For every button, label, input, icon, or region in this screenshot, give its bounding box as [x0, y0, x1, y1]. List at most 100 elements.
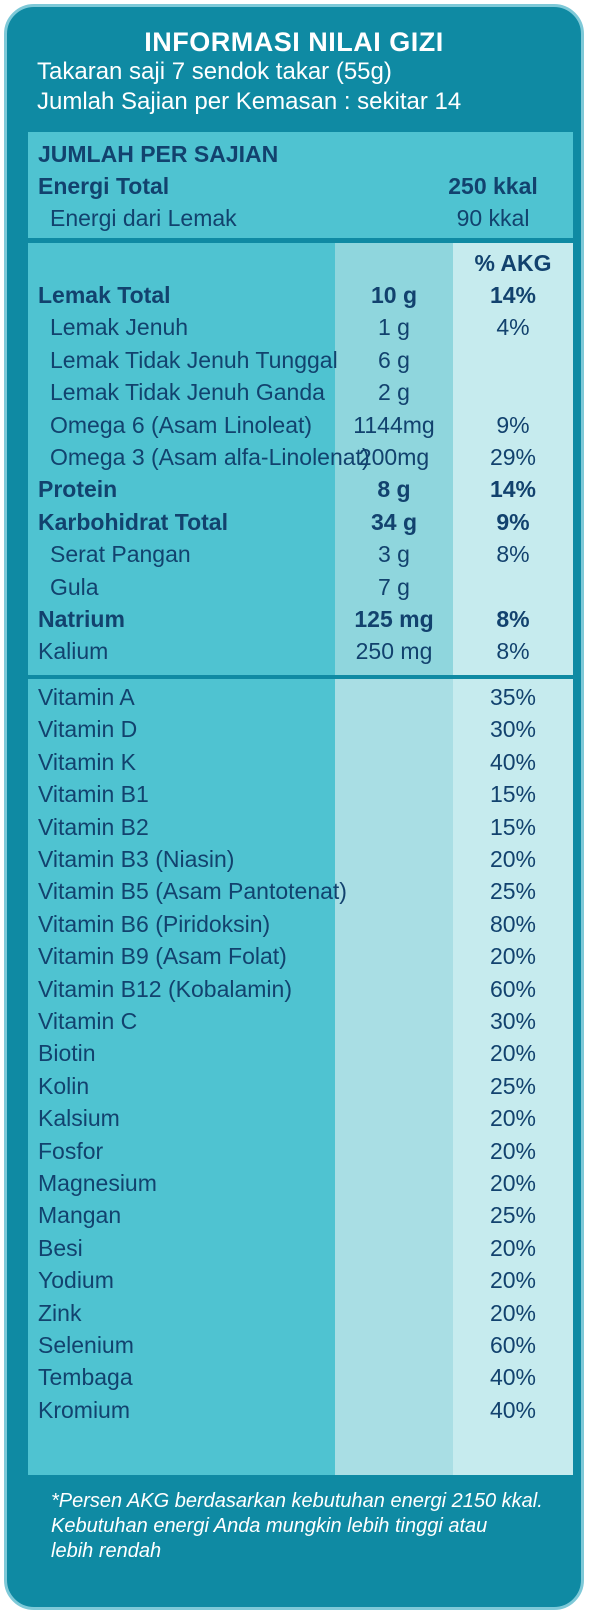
energy-fat-label: Energi dari Lemak: [50, 205, 237, 231]
footnote: *Persen AKG berdasarkan kebutuhan energi…: [51, 1489, 551, 1564]
vitamin-akg: 15%: [489, 781, 537, 808]
vitamin-name: Vitamin C: [38, 1008, 138, 1034]
vitamin-row: Kalsium 20%: [28, 1102, 573, 1134]
vitamin-akg: 60%: [489, 1332, 537, 1358]
nutrient-akg: 8%: [496, 606, 530, 632]
vitamin-name: Vitamin B2: [38, 813, 149, 840]
vitamin-row: Zink 20%: [28, 1297, 573, 1329]
vitamin-name: Kalsium: [38, 1105, 120, 1132]
vitamin-akg: 30%: [489, 1008, 537, 1034]
vitamin-akg: 20%: [489, 1299, 537, 1326]
nutrient-akg: 14%: [489, 476, 537, 503]
vitamin-name: Vitamin B3 (Niasin): [38, 846, 235, 872]
nutrient-amount: 10 g: [370, 282, 418, 308]
vitamin-row: Biotin 20%: [28, 1037, 573, 1069]
nutrient-row: Protein 8 g 14%: [28, 473, 573, 505]
vitamin-row: Vitamin B2 15%: [28, 811, 573, 843]
nutrient-row: Serat Pangan 3 g 8%: [28, 538, 573, 570]
vitamin-row: Besi 20%: [28, 1232, 573, 1264]
nutrient-row: Natrium 125 mg 8%: [28, 603, 573, 635]
vitamin-akg: 20%: [489, 1040, 537, 1067]
nutrient-akg: 8%: [496, 541, 530, 568]
vitamin-row: Vitamin B1 15%: [28, 778, 573, 810]
nutrient-amount: 125 mg: [354, 606, 434, 632]
servings-per-pack: Jumlah Sajian per Kemasan : sekitar 14: [37, 88, 462, 115]
section-heading: JUMLAH PER SAJIAN: [38, 141, 279, 167]
vitamin-akg: 60%: [489, 975, 537, 1002]
vitamin-name: Tembaga: [38, 1364, 133, 1391]
vitamin-row: Vitamin A 35%: [28, 681, 573, 713]
label-title: INFORMASI NILAI GIZI: [144, 27, 444, 57]
nutrient-amount: 6 g: [378, 346, 410, 373]
vitamin-akg: 40%: [489, 748, 537, 775]
vitamin-row: Kolin 25%: [28, 1070, 573, 1102]
vitamin-row: Vitamin K 40%: [28, 746, 573, 778]
vitamin-akg: 40%: [489, 1364, 537, 1391]
vitamin-row: Magnesium 20%: [28, 1167, 573, 1199]
nutrient-row: Omega 6 (Asam Linoleat) 1144mg 9%: [28, 409, 573, 441]
vitamin-akg: 30%: [489, 716, 537, 743]
vitamin-akg: 80%: [489, 910, 537, 937]
nutrient-name: Lemak Tidak Jenuh Tunggal: [50, 346, 338, 373]
amount-column: [335, 679, 453, 1475]
vitamin-row: Vitamin B12 (Kobalamin) 60%: [28, 973, 573, 1005]
nutrient-amount: 200mg: [358, 444, 430, 470]
vitamin-name: Vitamin B5 (Asam Pantotenat): [38, 878, 347, 905]
vitamin-akg: 20%: [489, 1137, 537, 1164]
akg-header: % AKG: [474, 250, 552, 276]
nutrient-name: Natrium: [38, 606, 125, 632]
nutrient-akg: 8%: [496, 638, 530, 665]
nutrient-amount: 1144mg: [353, 411, 435, 438]
vitamin-akg: 25%: [489, 1202, 537, 1229]
nutrient-akg: 9%: [496, 508, 530, 535]
nutrient-name: Kalium: [38, 638, 109, 665]
vitamin-row: Vitamin B6 (Piridoksin) 80%: [28, 908, 573, 940]
nutrient-row: Lemak Total 10 g 14%: [28, 279, 573, 311]
vitamin-row: Vitamin B3 (Niasin) 20%: [28, 843, 573, 875]
vitamin-akg: 40%: [489, 1396, 537, 1423]
vitamin-row: Mangan 25%: [28, 1199, 573, 1231]
vitamin-row: Fosfor 20%: [28, 1135, 573, 1167]
nutrient-name: Omega 3 (Asam alfa-Linolenat): [50, 444, 370, 470]
vitamin-akg: 35%: [489, 684, 537, 710]
vitamin-row: Kromium 40%: [28, 1394, 573, 1426]
energy-fat-row: Energi dari Lemak 90 kkal: [28, 202, 573, 234]
energy-fat-value: 90 kkal: [456, 205, 530, 231]
footnote-line: Kebutuhan energi Anda mungkin lebih ting…: [51, 1515, 488, 1537]
vitamin-row: Yodium 20%: [28, 1264, 573, 1296]
vitamin-akg: 25%: [489, 1072, 537, 1099]
akg-column: [453, 679, 573, 1475]
footnote-line: lebih rendah: [51, 1540, 162, 1562]
nutrient-akg: 9%: [496, 411, 530, 438]
nutrient-name: Serat Pangan: [50, 541, 191, 568]
nutrient-akg: 29%: [489, 444, 537, 470]
vitamin-name: Vitamin B12 (Kobalamin): [38, 975, 292, 1002]
vitamin-name: Biotin: [38, 1040, 96, 1067]
vitamin-akg: 20%: [489, 1234, 537, 1261]
vitamin-akg: 25%: [489, 878, 537, 905]
nutrient-amount: 1 g: [378, 314, 410, 341]
vitamin-name: Zink: [38, 1299, 82, 1326]
nutrient-name: Karbohidrat Total: [38, 508, 228, 535]
macros-panel: % AKG Lemak Total 10 g 14% Lemak Jenuh 1 g 4%…: [28, 243, 573, 675]
vitamin-name: Vitamin A: [38, 684, 135, 710]
vitamin-row: Vitamin C 30%: [28, 1005, 573, 1037]
nutrient-amount: 34 g: [370, 508, 418, 535]
akg-header-row: % AKG: [28, 247, 573, 279]
vitamin-row: Vitamin B9 (Asam Folat) 20%: [28, 940, 573, 972]
vitamin-name: Selenium: [38, 1332, 134, 1358]
nutrient-row: Lemak Jenuh 1 g 4%: [28, 311, 573, 343]
energy-total-value: 250 kkal: [448, 173, 538, 199]
vitamin-akg: 20%: [489, 846, 537, 872]
nutrient-akg: 4%: [496, 314, 530, 341]
energy-total-label: Energi Total: [38, 173, 170, 199]
vitamin-name: Vitamin B9 (Asam Folat): [38, 943, 287, 970]
vitamin-row: Vitamin B5 (Asam Pantotenat) 25%: [28, 875, 573, 907]
nutrient-row: Karbohidrat Total 34 g 9%: [28, 506, 573, 538]
vitamin-akg: 15%: [489, 813, 537, 840]
footnote-line: *Persen AKG berdasarkan kebutuhan energi…: [51, 1490, 543, 1512]
nutrient-akg: 14%: [489, 282, 537, 308]
energy-panel: JUMLAH PER SAJIAN Energi Total 250 kkal …: [28, 132, 573, 238]
nutrient-name: Lemak Total: [38, 282, 171, 308]
nutrient-row: Kalium 250 mg 8%: [28, 635, 573, 667]
